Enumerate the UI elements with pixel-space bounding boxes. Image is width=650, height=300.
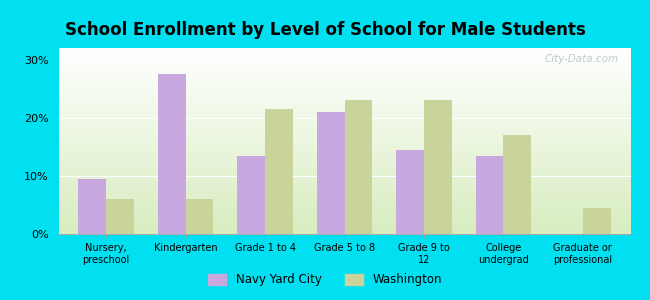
Bar (344, 100, 372, 234)
Bar (317, 112, 345, 234)
Bar (503, 135, 531, 234)
Text: School Enrollment by Level of School for Male Students: School Enrollment by Level of School for… (64, 21, 586, 39)
Bar (265, 109, 293, 234)
Bar (396, 150, 424, 234)
Bar (424, 100, 452, 234)
Text: City-Data.com: City-Data.com (545, 54, 619, 64)
Bar (79, 179, 106, 234)
Bar (476, 155, 503, 234)
Bar (186, 199, 213, 234)
Legend: Navy Yard City, Washington: Navy Yard City, Washington (203, 269, 447, 291)
Bar (158, 74, 186, 234)
Bar (237, 155, 265, 234)
Bar (106, 199, 134, 234)
Bar (583, 208, 610, 234)
